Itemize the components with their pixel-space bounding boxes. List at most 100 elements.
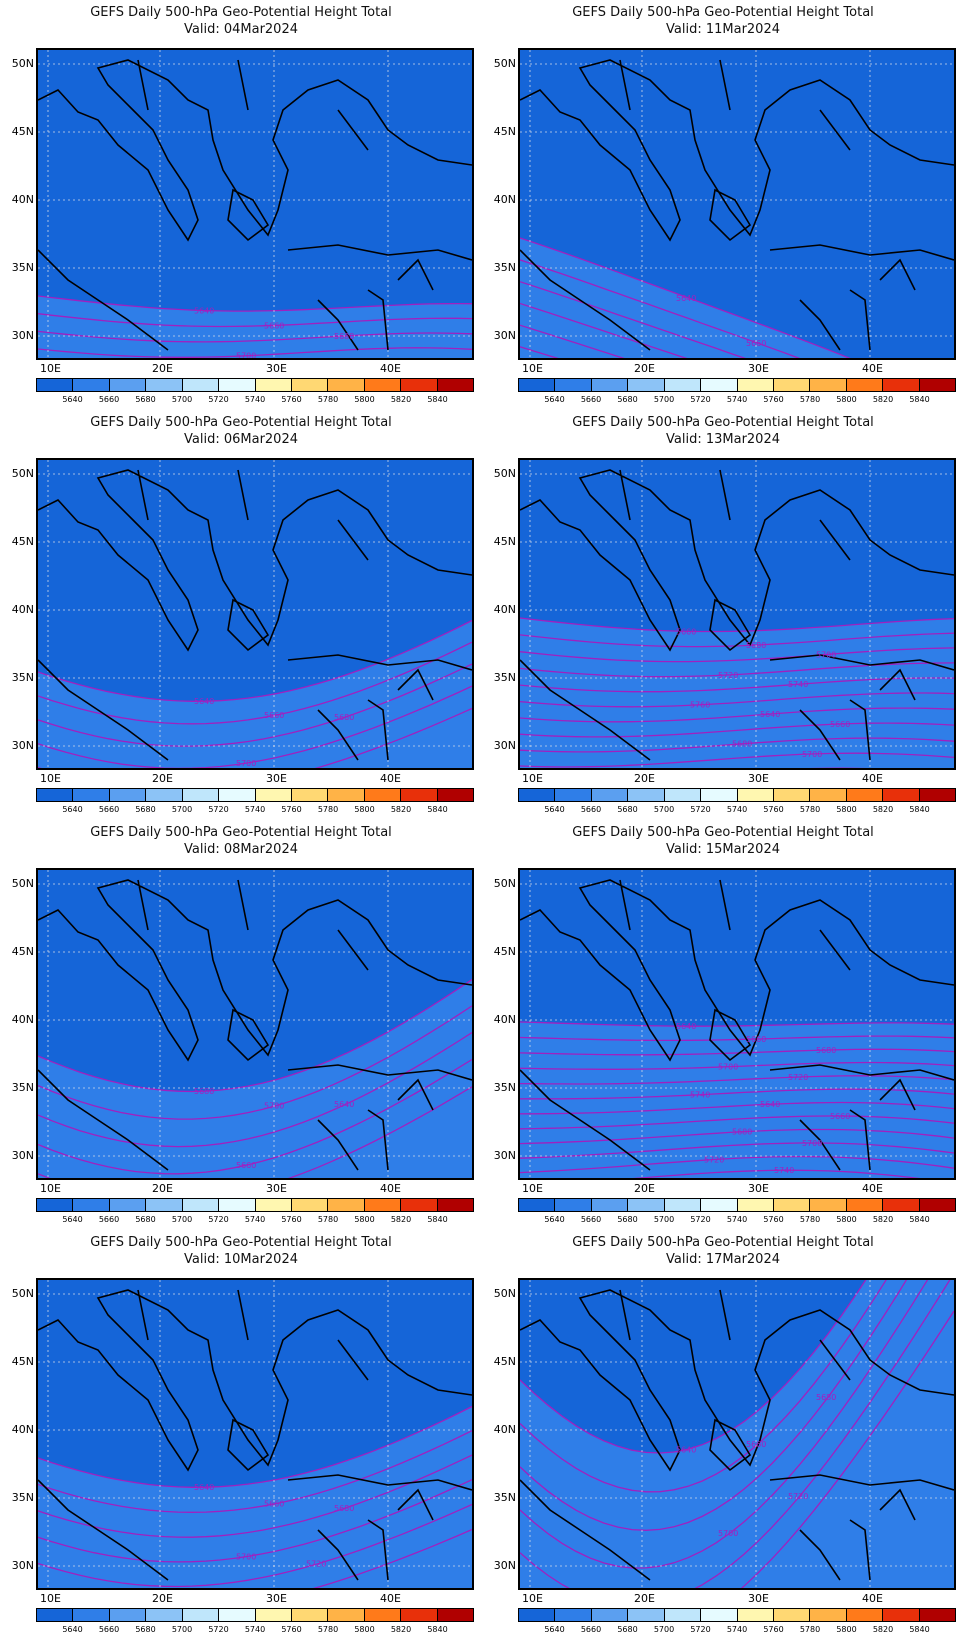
height-band [38, 1406, 472, 1588]
colorbar-label: 5680 [617, 1625, 638, 1634]
contour-label: 5680 [746, 641, 766, 650]
contour-line [312, 1528, 472, 1588]
lat-label: 40N [493, 603, 516, 616]
colorbar-label: 5840 [909, 395, 930, 404]
colorbar-swatch [291, 789, 329, 801]
colorbar-label: 5800 [354, 1215, 375, 1224]
contour-line [520, 1021, 954, 1027]
lat-label: 40N [11, 603, 34, 616]
colorbar-swatch [846, 789, 884, 801]
colorbar-label: 5660 [580, 805, 602, 814]
lat-label: 35N [493, 671, 516, 684]
colorbar-swatch [437, 379, 474, 391]
lat-label: 30N [493, 739, 516, 752]
lat-label: 45N [493, 125, 516, 138]
colorbar-swatch [773, 789, 811, 801]
lon-label: 30E [266, 362, 287, 375]
lon-label: 20E [634, 362, 655, 375]
colorbar-label: 5760 [763, 1215, 784, 1224]
height-field: 5640 5660 5680 5700 5720 [38, 1280, 472, 1588]
colorbar-swatch [846, 379, 884, 391]
contour-label: 5700 [816, 650, 836, 659]
lat-label: 30N [11, 1559, 34, 1572]
contour-line [520, 1280, 929, 1569]
colorbar-swatch [628, 1609, 665, 1621]
colorbar-swatch [182, 1199, 220, 1211]
colorbar-swatch [664, 1609, 702, 1621]
lon-label: 20E [152, 772, 173, 785]
contour-label: 5640 [194, 697, 214, 706]
lon-label: 30E [748, 772, 769, 785]
map-area: 5660 5680 5700 5720 5740 5760 5640 5660 5680 5700… [518, 458, 956, 770]
colorbar-label: 5640 [62, 805, 83, 814]
colorbar-label: 5780 [799, 805, 821, 814]
contour-line [520, 1128, 954, 1145]
colorbar-label: 5680 [617, 1215, 638, 1224]
colorbar-swatch [109, 1609, 147, 1621]
forecast-panel: GEFS Daily 500-hPa Geo-Potential Height … [0, 820, 482, 1230]
coastline [520, 879, 954, 1171]
contour-line [520, 662, 954, 678]
contour-label: 5640 [676, 1022, 696, 1031]
colorbar-swatch [109, 379, 147, 391]
contour-label: 5720 [704, 1155, 724, 1164]
colorbar-swatch [437, 1199, 474, 1211]
colorbar-label: 5760 [281, 1625, 302, 1634]
colorbar-swatch [555, 379, 592, 391]
colorbar-label: 5680 [135, 1625, 156, 1634]
panel-valid-date: Valid: 04Mar2024 [184, 22, 298, 37]
contour-label: 5720 [718, 671, 738, 680]
contour-line [520, 324, 625, 358]
colorbar-label: 5780 [317, 1215, 339, 1224]
colorbar-label: 5660 [98, 395, 120, 404]
colorbar-swatch [701, 1199, 738, 1211]
contour-line [38, 313, 472, 328]
contour-label: 5700 [236, 352, 256, 358]
colorbar-swatch [555, 789, 592, 801]
colorbar-swatch [291, 1609, 329, 1621]
colorbar-label: 5820 [872, 395, 894, 404]
colorbar-swatch [401, 379, 438, 391]
contour-line [38, 641, 472, 725]
panel-title: GEFS Daily 500-hPa Geo-Potential Height … [90, 825, 392, 840]
contour-label: 5660 [676, 627, 696, 636]
contour-line [520, 1101, 954, 1115]
colorbar-swatch [328, 379, 365, 391]
colorbar-label: 5680 [617, 805, 638, 814]
contour-line [520, 1048, 954, 1056]
colorbar-swatch [773, 1609, 811, 1621]
contour-line [38, 707, 472, 768]
colorbar-swatch [255, 789, 292, 801]
lat-label: 30N [11, 739, 34, 752]
colorbar-label: 5800 [354, 395, 375, 404]
colorbar-swatch [810, 789, 847, 801]
colorbar-label: 5640 [544, 805, 565, 814]
height-band [38, 979, 472, 1178]
panel-valid-date: Valid: 11Mar2024 [666, 22, 780, 37]
colorbar-swatch [109, 1199, 147, 1211]
colorbar-swatch [701, 1609, 738, 1621]
contour-label: 5700 [802, 750, 822, 759]
contour-label: 5660 [264, 321, 284, 330]
colorbar-swatch [555, 1609, 592, 1621]
contour-line [38, 330, 472, 343]
map-area: 5640 5660 5680 5700 5720 5740 5640 5660 5680 5700… [518, 868, 956, 1180]
forecast-panel: GEFS Daily 500-hPa Geo-Potential Height … [0, 1230, 482, 1640]
colorbar-swatch [628, 789, 665, 801]
colorbar-swatch [591, 379, 629, 391]
contour-label: 5680 [334, 713, 354, 722]
colorbar-label: 5760 [281, 1215, 302, 1224]
height-band [520, 238, 954, 358]
colorbar-swatch [255, 1609, 292, 1621]
colorbar-swatch [628, 379, 665, 391]
colorbar-swatch [437, 789, 474, 801]
colorbar-swatch [219, 1609, 256, 1621]
lat-label: 50N [11, 877, 34, 890]
colorbar-swatch [146, 789, 183, 801]
contour-label: 5660 [746, 339, 766, 348]
contour-label: 5640 [676, 294, 696, 303]
colorbar-swatch [73, 1199, 110, 1211]
contour-label: 5720 [788, 1073, 808, 1082]
contour-line [520, 1280, 867, 1454]
